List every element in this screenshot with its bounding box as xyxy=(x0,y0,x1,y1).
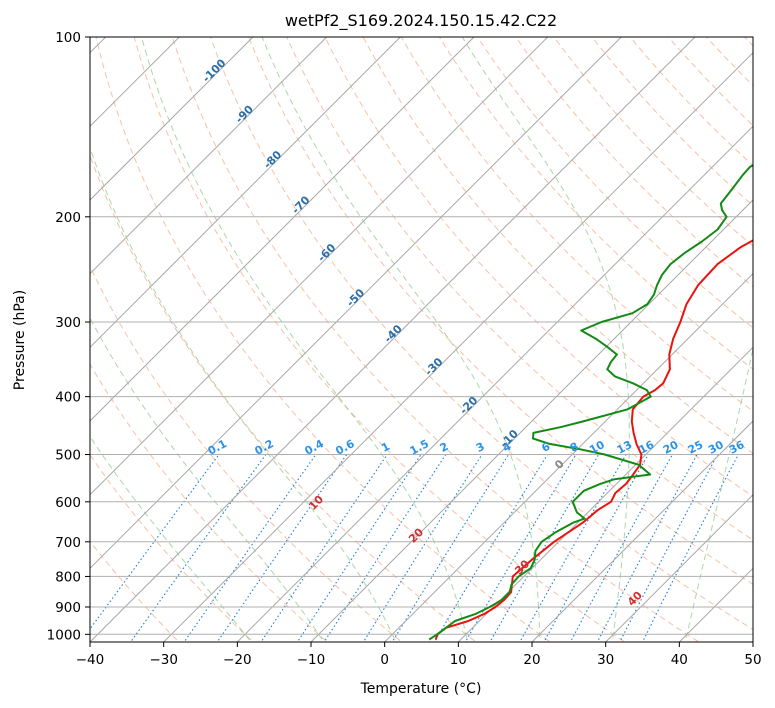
isotherm-line xyxy=(531,420,753,642)
plot-frame xyxy=(89,36,754,643)
x-tick-label: 20 xyxy=(523,652,540,668)
x-tick-label: 10 xyxy=(450,652,467,668)
chart-title: wetPf2_S169.2024.150.15.42.C22 xyxy=(285,11,557,31)
x-tick-label: −30 xyxy=(149,652,178,668)
dry-adiabat xyxy=(248,37,753,586)
moist-adiabat xyxy=(461,37,630,642)
mixing-ratio-line xyxy=(362,454,483,642)
mixing-ratio-label: 30 xyxy=(706,438,726,457)
dry-adiabat xyxy=(90,265,403,642)
isotherm-line xyxy=(384,272,753,642)
mixing-ratio-line xyxy=(569,454,673,642)
dry-adiabat xyxy=(438,37,753,370)
isotherm-line xyxy=(90,37,622,570)
mixing-ratio-label: 16 xyxy=(637,438,657,457)
x-axis-label: Temperature (°C) xyxy=(360,681,482,697)
mixing-ratio-label: 20 xyxy=(661,438,681,457)
y-tick-label: 800 xyxy=(55,569,81,585)
isotherm-line xyxy=(90,37,549,496)
mixing-ratio-line xyxy=(323,454,447,642)
mixing-ratio-label: 10 xyxy=(587,438,607,457)
moist-adiabat xyxy=(261,37,541,642)
dry-adiabat xyxy=(553,37,753,247)
sounding-curves xyxy=(428,164,753,641)
dry-adiabat xyxy=(95,37,552,642)
isotherm-line xyxy=(90,37,696,642)
x-tick-label: −20 xyxy=(223,652,252,668)
mixing-ratio-label: 13 xyxy=(615,438,635,457)
moist-adiabat xyxy=(90,435,252,642)
moist-adiabat xyxy=(684,345,753,642)
isotherm-line xyxy=(90,37,328,275)
isotherm-line xyxy=(163,51,753,642)
dry-adiabat xyxy=(90,154,477,642)
isotherm-line xyxy=(90,37,401,349)
x-tick-label: −10 xyxy=(297,652,326,668)
dry-adiabat xyxy=(400,37,753,412)
mixing-ratio-label: 36 xyxy=(727,438,747,457)
y-tick-label: 700 xyxy=(55,535,81,551)
mixing-ratio-line xyxy=(216,454,348,642)
dry-adiabat xyxy=(210,37,753,631)
mixing-ratio-line xyxy=(296,454,422,642)
mixing-ratio-line xyxy=(260,454,388,642)
background-reference-lines xyxy=(90,37,753,642)
y-tick-label: 200 xyxy=(55,210,81,226)
isotherm-line xyxy=(605,493,753,642)
mixing-ratio-label: 25 xyxy=(686,438,706,457)
dry-adiabat xyxy=(515,37,753,288)
dry-adiabat xyxy=(286,37,753,541)
y-tick-label: 100 xyxy=(55,30,81,46)
y-tick-label: 500 xyxy=(55,448,81,464)
mixing-ratio-line xyxy=(90,454,220,630)
isotherm-line xyxy=(90,37,254,201)
dry-adiabat xyxy=(324,37,753,498)
y-tick-label: 400 xyxy=(55,390,81,406)
axes: −40 −30 −20 −10 0 10 20 30 40 50 100 200 300 400 500 60… xyxy=(47,30,762,668)
isotherm-line xyxy=(90,37,475,422)
mixing-ratio-line xyxy=(391,454,510,642)
mixing-ratio-line xyxy=(129,454,267,642)
y-tick-label: 600 xyxy=(55,495,81,511)
y-axis-label: Pressure (hPa) xyxy=(12,290,28,390)
x-tick-label: 50 xyxy=(744,652,761,668)
moist-adiabat xyxy=(141,37,469,642)
isotherm-line xyxy=(457,346,753,642)
y-tick-label: 300 xyxy=(55,315,81,331)
isotherm-line xyxy=(310,199,753,642)
y-tick-label: 1000 xyxy=(47,627,81,643)
x-tick-label: 30 xyxy=(597,652,614,668)
mixing-ratio-line xyxy=(183,454,317,642)
mixing-ratio-line xyxy=(464,454,577,642)
x-tick-label: 40 xyxy=(671,652,688,668)
y-tick-label: 900 xyxy=(55,600,81,616)
mixing-ratio-line xyxy=(596,454,698,642)
x-tick-label: 0 xyxy=(380,652,389,668)
mixing-ratio-line xyxy=(619,454,719,642)
dry-adiabat xyxy=(133,37,626,642)
dry-adiabat xyxy=(90,453,254,642)
dry-adiabat xyxy=(362,37,753,455)
x-tick-label: −40 xyxy=(76,652,105,668)
isotherm-line xyxy=(236,125,753,642)
dry-adiabat xyxy=(90,363,329,642)
dewpoint-profile xyxy=(428,164,753,641)
moist-adiabat xyxy=(90,317,325,642)
